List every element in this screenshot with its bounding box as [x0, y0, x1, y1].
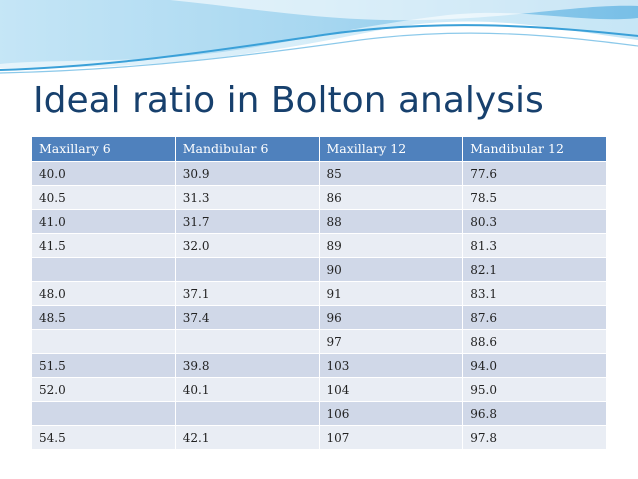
- slide-title: Ideal ratio in Bolton analysis: [33, 80, 544, 121]
- cell-maxillary-6: 48.0: [31, 281, 176, 306]
- header-maxillary-6: Maxillary 6: [31, 136, 176, 162]
- cell-maxillary-12: 96: [318, 305, 464, 330]
- cell-mandibular-12: 78.5: [462, 185, 607, 210]
- cell-mandibular-6: 30.9: [174, 161, 320, 186]
- cell-mandibular-6: [174, 401, 320, 426]
- cell-maxillary-6: 41.5: [31, 233, 176, 258]
- cell-maxillary-12: 89: [318, 233, 464, 258]
- cell-mandibular-6: 42.1: [174, 425, 320, 450]
- table-row: 97 88.6: [31, 329, 607, 354]
- cell-mandibular-6: 31.7: [174, 209, 320, 234]
- cell-maxillary-12: 90: [318, 257, 464, 282]
- table-row: 54.5 42.1 107 97.8: [31, 425, 607, 450]
- header-maxillary-12: Maxillary 12: [318, 136, 464, 162]
- cell-mandibular-12: 88.6: [462, 329, 607, 354]
- wave-line-2: [0, 32, 638, 74]
- table-row: 52.0 40.1 104 95.0: [31, 377, 607, 402]
- cell-maxillary-12: 86: [318, 185, 464, 210]
- cell-mandibular-12: 87.6: [462, 305, 607, 330]
- cell-mandibular-12: 95.0: [462, 377, 607, 402]
- bolton-ratio-table: Maxillary 6 Mandibular 6 Maxillary 12 Ma…: [31, 136, 607, 450]
- cell-mandibular-6: 37.1: [174, 281, 320, 306]
- cell-maxillary-12: 103: [318, 353, 464, 378]
- table-row: 51.5 39.8 103 94.0: [31, 353, 607, 378]
- cell-mandibular-12: 80.3: [462, 209, 607, 234]
- wave-highlight: [170, 0, 638, 21]
- cell-mandibular-6: 39.8: [174, 353, 320, 378]
- cell-maxillary-6: [31, 257, 176, 282]
- cell-maxillary-6: [31, 401, 176, 426]
- cell-maxillary-6: 52.0: [31, 377, 176, 402]
- cell-mandibular-12: 97.8: [462, 425, 607, 450]
- cell-maxillary-6: 40.5: [31, 185, 176, 210]
- table-row: 40.5 31.3 86 78.5: [31, 185, 607, 210]
- table-row: 90 82.1: [31, 257, 607, 282]
- cell-maxillary-6: 40.0: [31, 161, 176, 186]
- cell-mandibular-12: 83.1: [462, 281, 607, 306]
- cell-maxillary-12: 107: [318, 425, 464, 450]
- header-mandibular-12: Mandibular 12: [462, 136, 607, 162]
- cell-maxillary-12: 88: [318, 209, 464, 234]
- cell-maxillary-12: 91: [318, 281, 464, 306]
- cell-mandibular-6: 37.4: [174, 305, 320, 330]
- wave-line-1: [0, 24, 638, 71]
- cell-mandibular-12: 77.6: [462, 161, 607, 186]
- table-row: 41.5 32.0 89 81.3: [31, 233, 607, 258]
- wave-front: [0, 0, 638, 64]
- cell-mandibular-6: [174, 329, 320, 354]
- table-row: 48.0 37.1 91 83.1: [31, 281, 607, 306]
- cell-maxillary-12: 97: [318, 329, 464, 354]
- cell-mandibular-6: 31.3: [174, 185, 320, 210]
- cell-maxillary-12: 106: [318, 401, 464, 426]
- cell-maxillary-6: 41.0: [31, 209, 176, 234]
- cell-maxillary-6: [31, 329, 176, 354]
- cell-mandibular-6: 40.1: [174, 377, 320, 402]
- cell-mandibular-6: [174, 257, 320, 282]
- cell-maxillary-12: 85: [318, 161, 464, 186]
- cell-mandibular-12: 94.0: [462, 353, 607, 378]
- cell-maxillary-6: 54.5: [31, 425, 176, 450]
- cell-maxillary-6: 48.5: [31, 305, 176, 330]
- cell-mandibular-6: 32.0: [174, 233, 320, 258]
- cell-maxillary-6: 51.5: [31, 353, 176, 378]
- table-row: 106 96.8: [31, 401, 607, 426]
- cell-mandibular-12: 96.8: [462, 401, 607, 426]
- cell-mandibular-12: 82.1: [462, 257, 607, 282]
- table-row: 48.5 37.4 96 87.6: [31, 305, 607, 330]
- header-mandibular-6: Mandibular 6: [174, 136, 320, 162]
- table-row: 40.0 30.9 85 77.6: [31, 161, 607, 186]
- cell-maxillary-12: 104: [318, 377, 464, 402]
- table-row: 41.0 31.7 88 80.3: [31, 209, 607, 234]
- header-wave-decoration: [0, 0, 638, 74]
- cell-mandibular-12: 81.3: [462, 233, 607, 258]
- table-header-row: Maxillary 6 Mandibular 6 Maxillary 12 Ma…: [31, 136, 607, 162]
